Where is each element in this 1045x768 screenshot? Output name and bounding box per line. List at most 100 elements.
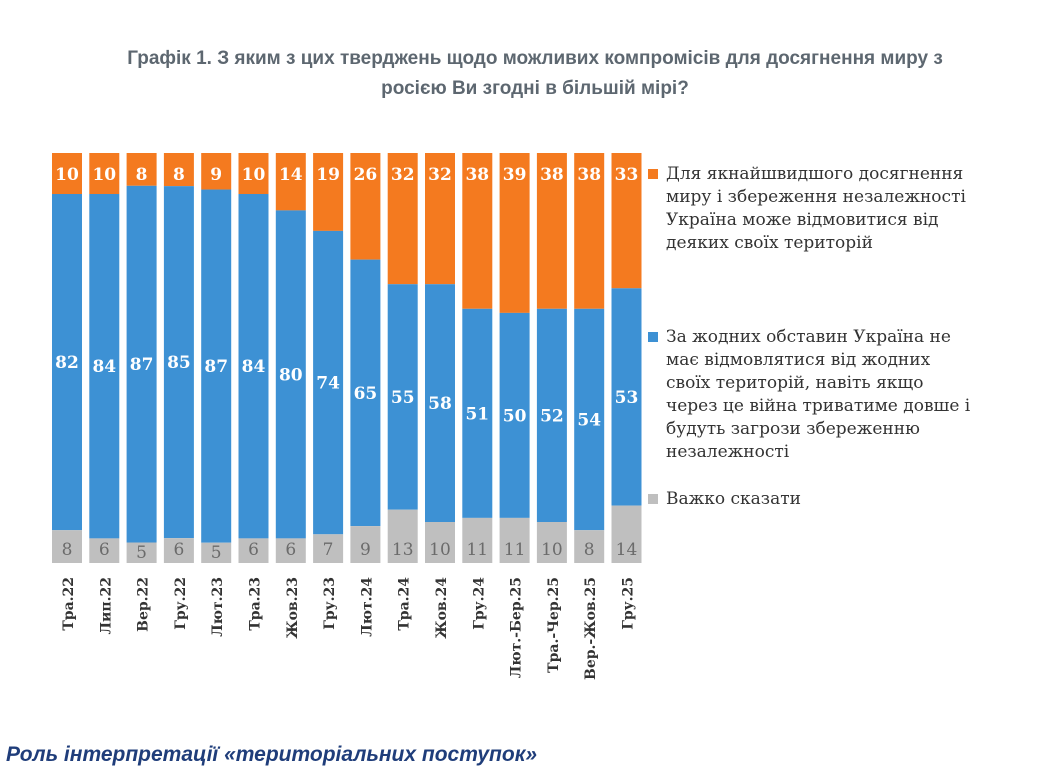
bar-segment-hard-to-say	[425, 522, 455, 563]
bar-segment-concede	[462, 153, 493, 309]
x-tick-label: Гру.23	[322, 577, 338, 630]
bar-segment-concede	[201, 153, 232, 190]
bar-segment-hard-to-say	[462, 517, 493, 563]
chart-title-line-2: росією Ви згодні в більшій мірі?	[381, 78, 689, 99]
bar-segment-concede	[574, 153, 605, 309]
bar-segment-hard-to-say	[387, 509, 418, 563]
bar-segment-hard-to-say	[574, 530, 605, 563]
legend-label-line: За жодних обставин Україна не	[666, 327, 951, 347]
data-label-hard-to-say: 10	[541, 540, 563, 560]
bar-segment-no-concede	[238, 194, 269, 539]
bar-segment-no-concede	[536, 308, 567, 522]
bar-segment-concede	[350, 153, 381, 260]
x-tick-label: Гру.22	[173, 577, 189, 630]
legend-label-line: через це війна триватиме довше і	[666, 396, 971, 416]
chart-title-line-1: Графік 1. З яким з цих тверджень щодо мо…	[127, 48, 943, 69]
legend-item-hard-to-say: Важко сказати	[648, 488, 801, 511]
legend-label-line: Україна може відмовитися від	[666, 210, 939, 230]
data-label-concede: 8	[136, 165, 148, 185]
legend-label-line: миру і збереження незалежності	[666, 187, 966, 207]
data-label-concede: 38	[465, 165, 489, 185]
bar-segment-no-concede	[89, 194, 120, 539]
legend-swatch-no-concede	[648, 332, 658, 342]
data-label-no-concede: 55	[391, 388, 415, 408]
bar-segment-no-concede	[574, 308, 605, 531]
data-label-concede: 9	[210, 165, 222, 185]
data-label-concede: 33	[615, 165, 639, 185]
bar-segment-no-concede	[126, 185, 157, 543]
x-tick-label: Жов.24	[434, 577, 450, 639]
x-tick-label: Тра.23	[248, 577, 264, 631]
data-label-hard-to-say: 6	[285, 540, 296, 560]
data-label-concede: 10	[55, 165, 79, 185]
data-label-concede: 39	[503, 165, 527, 185]
data-label-no-concede: 65	[354, 384, 378, 404]
legend-swatch-concede	[648, 169, 658, 179]
x-tick-label: Вер.-Жов.25	[583, 577, 599, 680]
x-tick-label: Тра.-Чер.25	[546, 577, 562, 673]
legend-label-line: має відмовлятися від жодних	[666, 350, 931, 370]
bar-segment-hard-to-say	[313, 534, 344, 563]
data-label-no-concede: 85	[167, 353, 191, 373]
bar-segment-concede	[52, 153, 82, 194]
legend-label-line: будуть загрози збереженню	[666, 419, 920, 439]
bar-segment-concede	[499, 153, 530, 313]
data-label-hard-to-say: 6	[248, 540, 259, 560]
data-label-hard-to-say: 5	[211, 543, 222, 563]
bar-segment-concede	[387, 153, 418, 285]
legend-item-no-concede: За жодних обставин Україна не має відмов…	[648, 326, 970, 464]
bar-segment-concede	[611, 153, 642, 289]
bar-segment-hard-to-say	[52, 530, 82, 563]
bar-segment-no-concede	[499, 312, 530, 518]
data-label-no-concede: 51	[465, 404, 489, 424]
bar-segment-hard-to-say	[499, 517, 530, 563]
x-tick-label: Тра.24	[397, 577, 413, 631]
data-label-no-concede: 58	[428, 394, 452, 414]
data-label-no-concede: 82	[55, 353, 79, 373]
data-label-no-concede: 84	[242, 357, 266, 377]
data-label-concede: 8	[173, 165, 185, 185]
data-label-concede: 32	[428, 165, 452, 185]
data-label-hard-to-say: 11	[504, 540, 526, 560]
data-label-hard-to-say: 14	[616, 540, 638, 560]
bar-segment-no-concede	[387, 284, 418, 510]
bar-segment-no-concede	[425, 284, 455, 522]
data-label-hard-to-say: 8	[584, 540, 595, 560]
data-label-hard-to-say: 5	[136, 543, 147, 563]
x-tick-label: Жов.23	[285, 577, 301, 639]
data-label-concede: 14	[279, 165, 303, 185]
bar-segment-no-concede	[611, 288, 642, 506]
legend-label-line: деяких своїх територій	[666, 233, 873, 253]
data-label-no-concede: 87	[130, 355, 154, 375]
data-label-no-concede: 50	[503, 406, 527, 426]
data-label-hard-to-say: 8	[62, 540, 73, 560]
data-label-no-concede: 80	[279, 365, 303, 385]
legend-label-line: Для якнайшвидшого досягнення	[666, 164, 964, 184]
bar-segment-no-concede	[275, 210, 306, 539]
bar-segment-concede	[238, 153, 269, 194]
x-tick-label: Лют.23	[210, 577, 226, 637]
x-tick-label: Вер.22	[136, 577, 152, 632]
bar-segment-hard-to-say	[163, 538, 194, 563]
bar-segment-hard-to-say	[126, 542, 157, 563]
bar-segment-concede	[163, 153, 194, 187]
bar-segment-concede	[536, 153, 567, 309]
bar-segment-hard-to-say	[201, 542, 232, 563]
data-label-hard-to-say: 13	[392, 540, 414, 560]
data-label-concede: 10	[92, 165, 116, 185]
data-label-concede: 10	[242, 165, 266, 185]
bar-segment-no-concede	[350, 259, 381, 527]
bar-segment-no-concede	[201, 189, 232, 543]
legend-swatch-hard-to-say	[648, 494, 658, 504]
bar-segment-hard-to-say	[89, 538, 120, 563]
x-tick-label: Лют.24	[359, 577, 375, 637]
data-label-hard-to-say: 6	[99, 540, 110, 560]
x-tick-label: Лип.22	[98, 577, 114, 634]
section-heading: Роль інтерпретації «територіальних посту…	[6, 743, 538, 766]
data-label-hard-to-say: 9	[360, 540, 371, 560]
chart-title: Графік 1. З яким з цих тверджень щодо мо…	[60, 44, 1010, 104]
data-label-no-concede: 74	[316, 374, 340, 394]
data-label-concede: 38	[577, 165, 601, 185]
bar-segment-concede	[126, 153, 157, 186]
